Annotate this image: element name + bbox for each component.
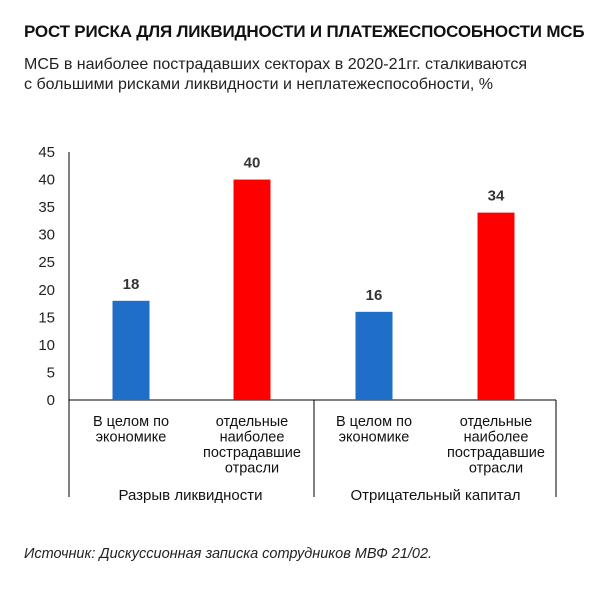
source-note: Источник: Дискуссионная записка сотрудни… (24, 546, 433, 562)
y-tick-label-0: 0 (47, 392, 55, 409)
y-tick-label-9: 45 (38, 144, 55, 161)
y-tick-label-1: 5 (47, 364, 55, 381)
category-label-g1-b2-line1: отдельные (216, 414, 288, 430)
category-label-g1-b1-line1: В целом по (93, 414, 169, 430)
subtitle-line-2: с большими рисками ликвидности и неплате… (24, 76, 493, 93)
category-label-g1-b2-line4: отрасли (225, 461, 279, 477)
y-tick-label-6: 30 (38, 227, 55, 244)
y-tick-label-5: 25 (38, 254, 55, 271)
bar-g1-b2 (233, 179, 271, 400)
group-label-2: Отрицательный капитал (350, 487, 520, 504)
data-label-g1-b1: 18 (123, 276, 140, 293)
data-label-g2-b1: 16 (366, 287, 383, 304)
subtitle-line-1: МСБ в наиболее пострадавших секторах в 2… (24, 56, 528, 73)
y-tick-label-8: 40 (38, 172, 55, 189)
category-label-g1-b2-line3: пострадавшие (203, 445, 301, 461)
y-tick-label-2: 10 (38, 337, 55, 354)
category-label-g2-b2-line3: пострадавшие (447, 445, 545, 461)
category-label-g2-b1-line1: В целом по (336, 414, 412, 430)
category-label-g2-b2-line2: наиболее (464, 430, 529, 446)
group-label-1: Разрыв ликвидности (119, 487, 263, 504)
data-label-g2-b2: 34 (488, 188, 505, 205)
chart-title: РОСТ РИСКА ДЛЯ ЛИКВИДНОСТИ И ПЛАТЕЖЕСПОС… (24, 22, 585, 41)
bar-g1-b1 (112, 300, 150, 400)
category-label-g1-b1-line2: экономике (96, 430, 167, 446)
bar-g2-b1 (355, 311, 393, 400)
category-label-g2-b2-line1: отдельные (460, 414, 532, 430)
category-label-g2-b1-line2: экономике (339, 430, 410, 446)
chart-subtitle: МСБ в наиболее пострадавших секторах в 2… (24, 55, 584, 95)
category-label-g1-b2-line2: наиболее (220, 430, 285, 446)
category-label-g2-b2-line4: отрасли (469, 461, 523, 477)
y-tick-label-7: 35 (38, 199, 55, 216)
y-tick-label-4: 20 (38, 282, 55, 299)
y-tick-label-3: 15 (38, 309, 55, 326)
bar-g2-b2 (477, 212, 515, 400)
data-label-g1-b2: 40 (244, 155, 261, 172)
